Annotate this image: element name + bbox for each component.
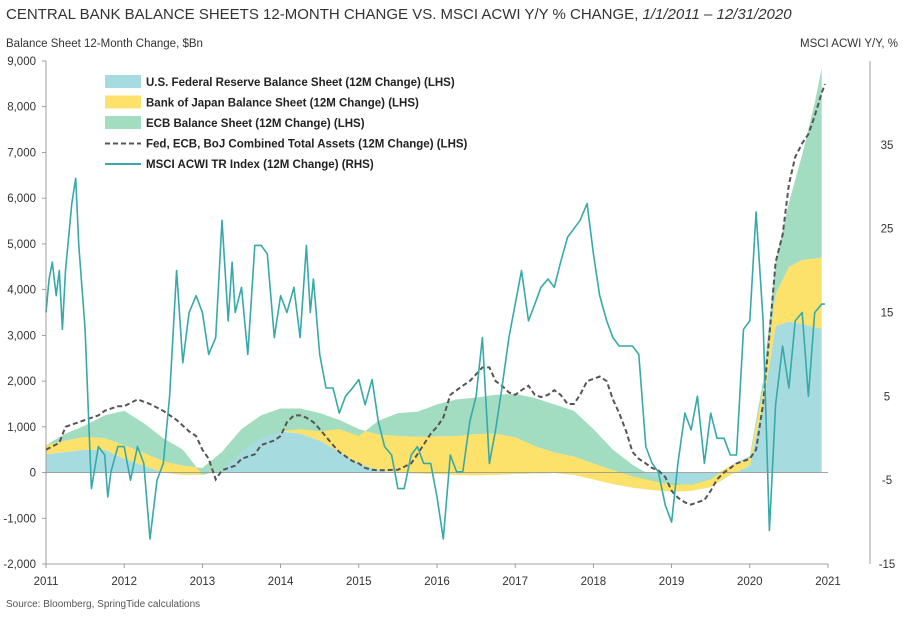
right-tick-label: 5 [884, 391, 890, 403]
left-tick-label: 0 [30, 468, 36, 480]
left-tick-label: 4,000 [7, 285, 36, 297]
left-tick-label: -1,000 [3, 513, 36, 525]
left-tick-label: 7,000 [7, 147, 36, 159]
right-tick-label: 25 [881, 224, 894, 236]
left-tick-label: 2,000 [7, 376, 36, 388]
left-tick-label: 3,000 [7, 330, 36, 342]
x-tick-label: 2019 [659, 576, 685, 588]
legend-ecb-swatch [105, 116, 141, 129]
right-tick-label: 15 [881, 308, 894, 320]
axes-group: -2,000 -1,000 0 1,000 2,000 3,000 4,000 5,000 6,… [3, 56, 895, 588]
msci-acwi-line [45, 177, 825, 540]
legend-fed-swatch [105, 75, 141, 88]
x-tick-label: 2013 [190, 576, 216, 588]
legend-boj-swatch [105, 95, 141, 109]
right-tick-label: -5 [882, 475, 892, 487]
right-tick-label: -15 [879, 559, 896, 571]
legend-msci-label: MSCI ACWI TR Index (12M Change) (RHS) [146, 159, 374, 171]
x-tick-label: 2012 [111, 576, 137, 588]
left-tick-label: 6,000 [7, 193, 36, 205]
area-series-group [46, 67, 828, 492]
left-tick-label: -2,000 [3, 559, 36, 571]
ecb-area [46, 67, 822, 485]
x-tick-label: 2015 [346, 576, 372, 588]
line-series-group [45, 83, 826, 540]
right-tick-label: 35 [881, 140, 894, 152]
source-note: Source: Bloomberg, SpringTide calculatio… [6, 599, 200, 610]
x-tick-label: 2021 [815, 576, 841, 588]
left-axis-title: Balance Sheet 12-Month Change, $Bn [6, 38, 203, 50]
chart-title: CENTRAL BANK BALANCE SHEETS 12-MONTH CHA… [6, 6, 792, 23]
x-tick-label: 2016 [424, 576, 450, 588]
left-tick-label: 1,000 [7, 422, 36, 434]
x-tick-label: 2020 [737, 576, 763, 588]
legend-ecb-label: ECB Balance Sheet (12M Change) (LHS) [146, 118, 365, 130]
right-axis-title: MSCI ACWI Y/Y, % [800, 38, 898, 50]
x-tick-label: 2014 [268, 576, 294, 588]
x-tick-label: 2011 [34, 576, 59, 588]
x-tick-label: 2017 [502, 576, 528, 588]
x-tick-label: 2018 [581, 576, 607, 588]
combined-assets-line [45, 83, 826, 506]
left-tick-label: 9,000 [7, 56, 36, 68]
left-tick-label: 8,000 [7, 102, 36, 114]
left-tick-label: 5,000 [7, 239, 36, 251]
legend: U.S. Federal Reserve Balance Sheet (12M … [105, 75, 468, 171]
legend-fed-label: U.S. Federal Reserve Balance Sheet (12M … [146, 77, 455, 89]
legend-combined-label: Fed, ECB, BoJ Combined Total Assets (12M… [146, 139, 468, 151]
legend-boj-label: Bank of Japan Balance Sheet (12M Change)… [146, 98, 419, 110]
